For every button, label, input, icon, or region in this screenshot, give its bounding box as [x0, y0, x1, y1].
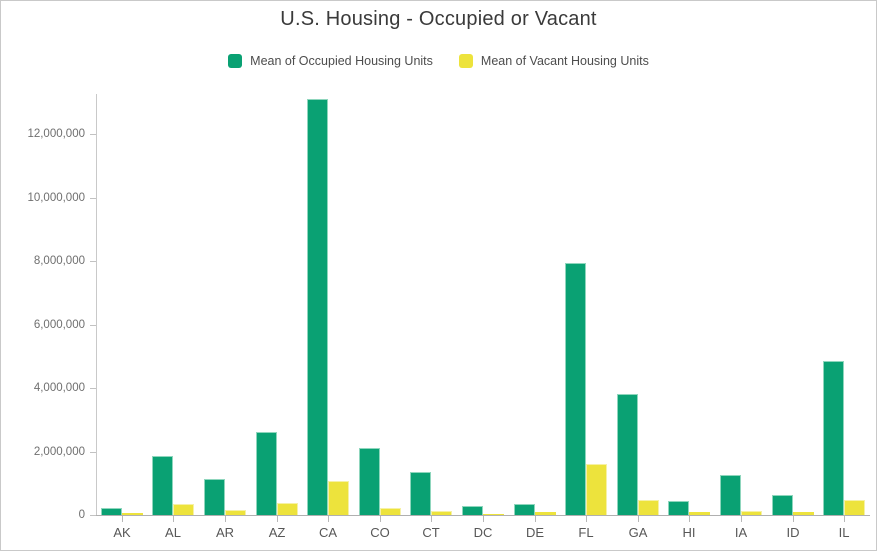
x-axis-tick — [173, 516, 174, 522]
bar-vacant-DE[interactable] — [535, 512, 556, 515]
x-axis-label-GA: GA — [628, 525, 648, 540]
x-axis-line — [96, 515, 870, 516]
y-axis-label: 12,000,000 — [27, 128, 85, 140]
x-axis-label-DC: DC — [473, 525, 493, 540]
x-axis-tick — [122, 516, 123, 522]
x-axis-tick — [844, 516, 845, 522]
bar-occupied-DE[interactable] — [514, 504, 535, 515]
y-axis-tick — [90, 325, 96, 326]
y-axis-label: 0 — [78, 509, 85, 521]
bar-vacant-FL[interactable] — [586, 464, 607, 515]
bar-occupied-AL[interactable] — [152, 456, 173, 515]
x-axis-label-HI: HI — [682, 525, 696, 540]
x-axis-tick — [380, 516, 381, 522]
x-axis-tick — [586, 516, 587, 522]
bar-occupied-AK[interactable] — [101, 508, 122, 515]
legend-item-vacant[interactable]: Mean of Vacant Housing Units — [458, 54, 649, 68]
y-axis-label: 6,000,000 — [33, 319, 85, 331]
bar-occupied-AR[interactable] — [204, 479, 225, 515]
x-axis-label-DE: DE — [525, 525, 545, 540]
bar-occupied-AZ[interactable] — [256, 432, 277, 515]
bar-vacant-HI[interactable] — [689, 512, 710, 515]
legend: Mean of Occupied Housing Units Mean of Va… — [1, 54, 876, 68]
x-axis-tick — [638, 516, 639, 522]
bar-vacant-CO[interactable] — [380, 508, 401, 515]
x-axis-label-IL: IL — [838, 525, 850, 540]
bar-vacant-CT[interactable] — [431, 511, 452, 515]
x-axis-label-CT: CT — [422, 525, 440, 540]
bar-vacant-GA[interactable] — [638, 500, 659, 515]
x-axis-label-ID: ID — [786, 525, 800, 540]
y-axis-tick — [90, 198, 96, 199]
x-axis-label-AR: AR — [215, 525, 235, 540]
x-axis-label-FL: FL — [578, 525, 594, 540]
x-axis-label-AK: AK — [113, 525, 131, 540]
legend-label-occupied: Mean of Occupied Housing Units — [250, 54, 433, 68]
bar-occupied-DC[interactable] — [462, 506, 483, 515]
y-axis-label: 10,000,000 — [27, 192, 85, 204]
x-axis-tick — [793, 516, 794, 522]
bar-vacant-CA[interactable] — [328, 481, 349, 515]
y-axis-label: 4,000,000 — [33, 382, 85, 394]
bar-vacant-DC[interactable] — [483, 514, 504, 515]
bar-occupied-FL[interactable] — [565, 263, 586, 515]
x-axis-label-CO: CO — [370, 525, 390, 540]
y-axis-tick — [90, 134, 96, 135]
legend-item-occupied[interactable]: Mean of Occupied Housing Units — [228, 54, 433, 68]
bar-occupied-CO[interactable] — [359, 448, 380, 515]
y-axis-line — [96, 94, 97, 515]
y-axis-label: 2,000,000 — [33, 446, 85, 458]
x-axis-tick — [328, 516, 329, 522]
x-axis-tick — [277, 516, 278, 522]
x-axis-tick — [535, 516, 536, 522]
bar-occupied-IL[interactable] — [823, 361, 844, 515]
y-axis-tick — [90, 388, 96, 389]
bar-vacant-AR[interactable] — [225, 510, 246, 515]
bar-vacant-IA[interactable] — [741, 511, 762, 515]
bar-vacant-AL[interactable] — [173, 504, 194, 515]
chart-title: U.S. Housing - Occupied or Vacant — [280, 8, 597, 30]
x-axis-label-AL: AL — [165, 525, 181, 540]
x-axis-label-IA: IA — [734, 525, 748, 540]
x-axis-tick — [225, 516, 226, 522]
bar-occupied-HI[interactable] — [668, 501, 689, 515]
x-axis-label-AZ: AZ — [268, 525, 286, 540]
bar-vacant-IL[interactable] — [844, 500, 865, 515]
bar-occupied-CA[interactable] — [307, 99, 328, 515]
y-axis-label: 8,000,000 — [33, 255, 85, 267]
bar-occupied-IA[interactable] — [720, 475, 741, 515]
x-axis-tick — [741, 516, 742, 522]
y-axis-tick — [90, 261, 96, 262]
legend-label-vacant: Mean of Vacant Housing Units — [480, 54, 649, 68]
x-axis-label-CA: CA — [318, 525, 338, 540]
bar-occupied-CT[interactable] — [410, 472, 431, 515]
legend-swatch-vacant-icon — [458, 54, 473, 68]
x-axis-tick — [431, 516, 432, 522]
x-axis-tick — [689, 516, 690, 522]
bar-occupied-GA[interactable] — [617, 394, 638, 515]
bar-vacant-AK[interactable] — [122, 513, 143, 515]
bar-occupied-ID[interactable] — [772, 495, 793, 515]
y-axis-tick — [90, 515, 96, 516]
bar-vacant-ID[interactable] — [793, 512, 814, 515]
x-axis-tick — [483, 516, 484, 522]
bar-vacant-AZ[interactable] — [277, 503, 298, 515]
legend-swatch-occupied-icon — [228, 54, 243, 68]
y-axis-tick — [90, 452, 96, 453]
